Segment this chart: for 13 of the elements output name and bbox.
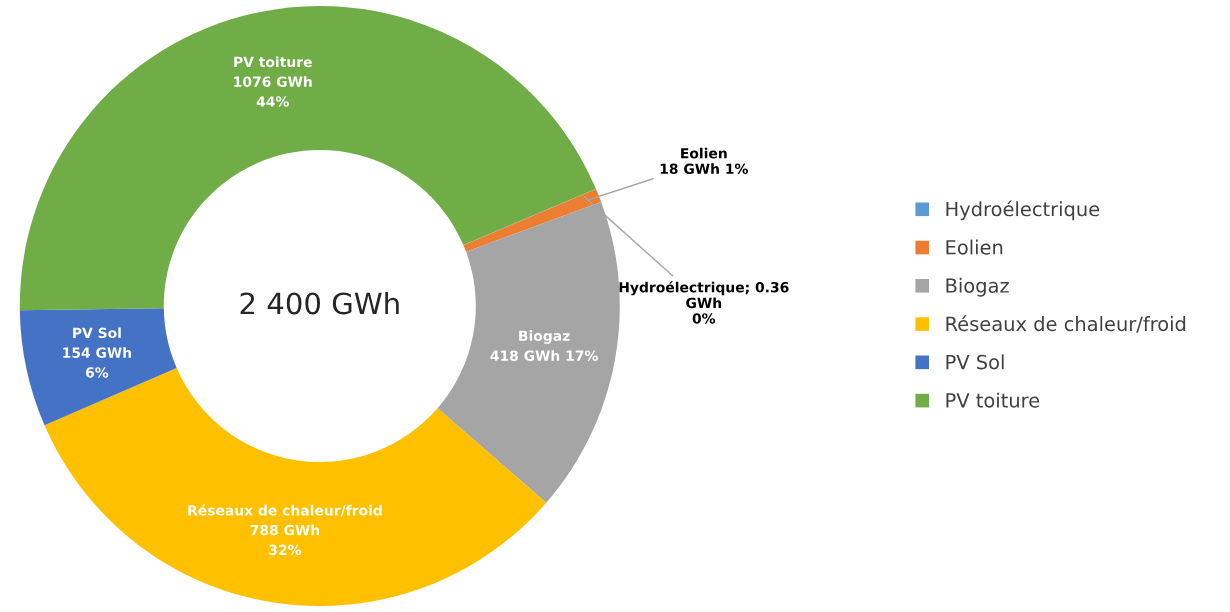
data-label: Hydroélectrique; 0.36 GWh 0%: [619, 281, 789, 324]
legend-label: Réseaux de chaleur/froid: [946, 315, 1186, 333]
data-label: PV toiture 1076 GWh 44%: [234, 56, 312, 107]
data-label: Eolien 18 GWh 1%: [660, 147, 748, 175]
data-label: Réseaux de chaleur/froid 788 GWh 32%: [188, 504, 382, 556]
legend-label: PV toiture: [946, 392, 1040, 408]
legend-label: Hydroélectrique: [946, 200, 1100, 221]
text: 2 400 GWh: [240, 291, 399, 315]
data-label: PV Sol 154 GWh 6%: [63, 327, 132, 378]
data-label: Biogaz 418 GWh 17%: [490, 330, 598, 361]
legend-label: PV Sol: [946, 354, 1004, 370]
legend-label: Biogaz: [946, 277, 1009, 297]
legend-label: Eolien: [946, 239, 1003, 255]
